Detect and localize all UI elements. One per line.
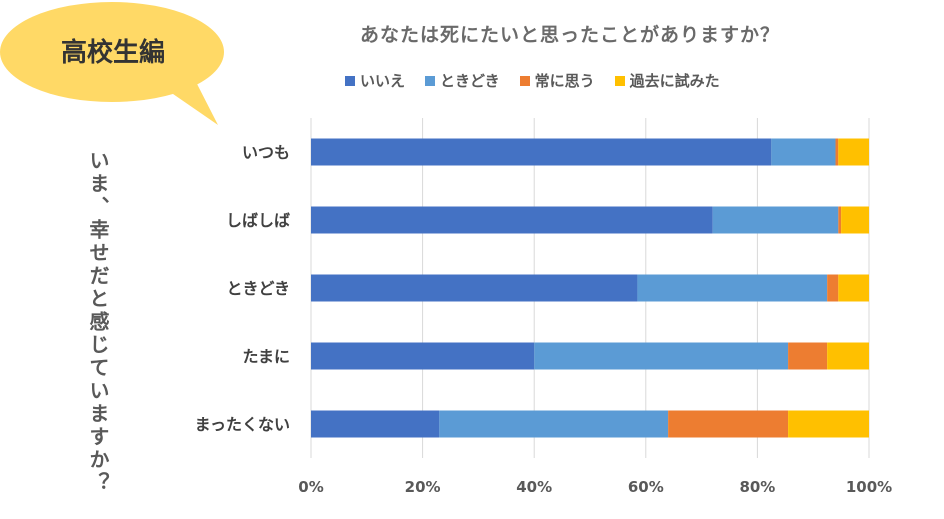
bar-segment bbox=[637, 274, 828, 302]
legend-item: 常に思う bbox=[519, 70, 595, 91]
bar-segment bbox=[668, 410, 789, 438]
bar-segment bbox=[788, 410, 869, 438]
bar-segment bbox=[311, 342, 535, 370]
x-tick-label: 80% bbox=[739, 478, 775, 496]
legend-item: ときどき bbox=[425, 70, 500, 91]
speech-bubble-body bbox=[0, 2, 224, 102]
x-tick-label: 20% bbox=[405, 478, 441, 496]
bar-segment bbox=[534, 342, 789, 370]
legend-swatch bbox=[345, 75, 355, 86]
bar-segment bbox=[311, 274, 638, 302]
legend-swatch bbox=[614, 75, 625, 86]
bar-segment bbox=[841, 206, 869, 234]
y-tick-label: まったくない bbox=[195, 415, 290, 434]
y-tick-label: たまに bbox=[242, 347, 290, 366]
x-tick-label: 0% bbox=[298, 478, 323, 496]
bar-segment bbox=[311, 410, 440, 438]
legend-label: 常に思う bbox=[534, 72, 595, 90]
chart-title: あなたは死にたいと思ったことがありますか？ bbox=[359, 24, 780, 46]
legend-item: 過去に試みた bbox=[614, 70, 720, 91]
y-tick-label: いつも bbox=[242, 143, 290, 162]
y-axis-title: いま、幸せだと感じていますか？ bbox=[86, 150, 110, 495]
legend-label: いいえ bbox=[360, 72, 406, 90]
bar-segment bbox=[712, 206, 839, 234]
bar-segment bbox=[788, 342, 828, 370]
speech-bubble-tail bbox=[160, 80, 218, 125]
badge-label: 高校生編 bbox=[60, 38, 165, 68]
bar-segment bbox=[439, 410, 669, 438]
y-tick-label: しばしば bbox=[226, 211, 290, 230]
legend-swatch bbox=[425, 75, 436, 86]
bar-segment bbox=[827, 342, 869, 370]
bar-segment bbox=[838, 274, 869, 302]
legend-label: 過去に試みた bbox=[629, 72, 720, 90]
bar-segment bbox=[311, 138, 772, 166]
bar-segment bbox=[311, 206, 713, 234]
legend-swatch bbox=[519, 75, 530, 86]
legend-label: ときどき bbox=[440, 72, 500, 90]
bar-segment bbox=[838, 206, 842, 234]
legend-item: いいえ bbox=[345, 70, 405, 91]
x-tick-label: 40% bbox=[516, 478, 552, 496]
legend: いいえ ときどき 常に思う 過去に試みた bbox=[345, 70, 720, 91]
speech-bubble bbox=[0, 2, 224, 125]
bar-segment bbox=[771, 138, 836, 166]
bar-segment bbox=[827, 274, 839, 302]
y-tick-label: ときどき bbox=[226, 279, 290, 298]
bar-segment bbox=[838, 138, 869, 166]
bar-segment bbox=[835, 138, 839, 166]
x-tick-label: 60% bbox=[628, 478, 664, 496]
x-tick-label: 100% bbox=[846, 478, 892, 496]
